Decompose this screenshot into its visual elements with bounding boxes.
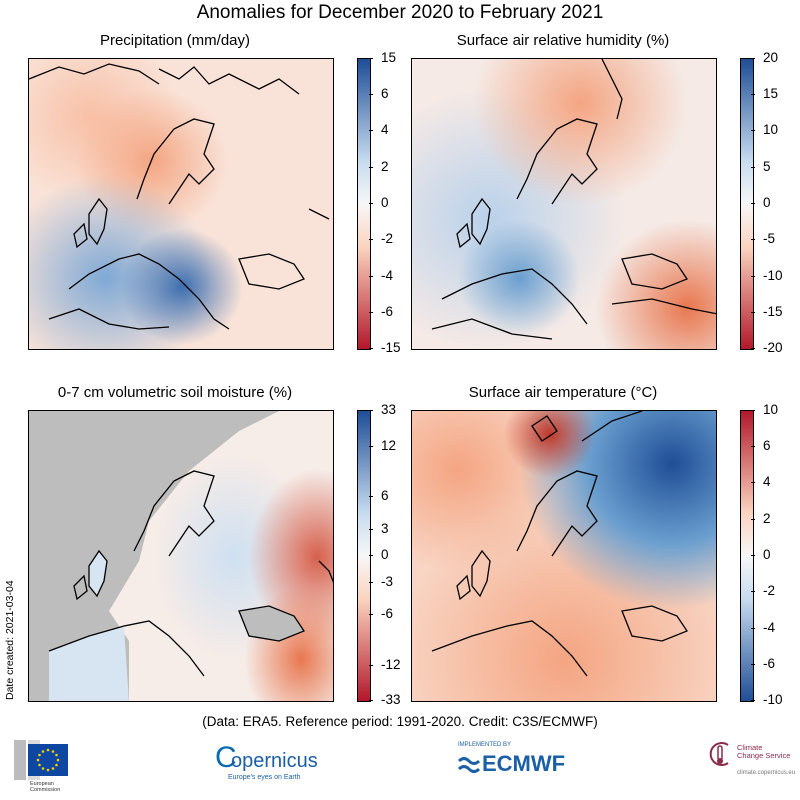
tick-label: 6 <box>751 438 771 453</box>
map-soil-moisture <box>28 410 334 702</box>
c3s-name-line2: Change Service <box>737 751 791 760</box>
map-precipitation <box>28 58 334 350</box>
map-temperature <box>411 410 717 702</box>
copernicus-tagline: Europe's eyes on Earth <box>228 774 301 781</box>
tick-label: -12 <box>369 657 401 672</box>
tick-label: -4 <box>368 268 394 283</box>
figure-title: Anomalies for December 2020 to February … <box>196 2 604 23</box>
ec-name-line1: European <box>30 781 54 787</box>
panel-title-temperature: Surface air temperature (°C) <box>468 384 658 401</box>
tick-label: 10 <box>750 122 779 137</box>
tick-label: 0 <box>369 195 389 210</box>
tick-label: 12 <box>368 438 397 453</box>
tick-label: 2 <box>751 511 771 526</box>
tick-label: 15 <box>750 86 779 101</box>
tick-label: 3 <box>369 521 389 536</box>
tick-label: 0 <box>369 547 389 562</box>
copernicus-logo: C opernicus Europe's eyes on Earth <box>215 742 325 787</box>
tick-label: -6 <box>750 656 776 671</box>
tick-label: 20 <box>750 50 779 65</box>
tick-label: -6 <box>368 304 394 319</box>
tick-label: -4 <box>750 620 776 635</box>
european-commission-logo: European Commission <box>14 740 74 796</box>
copernicus-name: opernicus <box>231 750 318 772</box>
tick-label: -20 <box>751 340 783 355</box>
tick-label: 0 <box>751 195 771 210</box>
tick-label: 10 <box>750 402 779 417</box>
ecmwf-implemented-by: IMPLEMENTED BY <box>458 742 512 748</box>
copernicus-initial: C <box>215 741 237 774</box>
tick-label: -6 <box>368 606 394 621</box>
ecmwf-logo: IMPLEMENTED BY ECMWF <box>456 742 566 787</box>
date-created: Date created: 2021-03-04 <box>4 580 16 700</box>
tick-label: 6 <box>369 488 389 503</box>
tick-label: 5 <box>751 159 771 174</box>
tick-label: 2 <box>369 159 389 174</box>
tick-label: -10 <box>751 268 783 283</box>
colorbar-soil-moisture <box>357 410 371 702</box>
credit-line: (Data: ERA5. Reference period: 1991-2020… <box>202 714 598 729</box>
tick-label: -10 <box>751 692 783 707</box>
c3s-thermometer-icon <box>709 742 729 766</box>
tick-label: 4 <box>369 122 389 137</box>
tick-label: -2 <box>368 231 394 246</box>
panel-title-soil-moisture: 0-7 cm volumetric soil moisture (%) <box>57 384 293 401</box>
map-humidity <box>411 58 717 350</box>
ecmwf-name: ECMWF <box>482 751 566 776</box>
tick-label: 0 <box>751 547 771 562</box>
tick-label: 4 <box>751 474 771 489</box>
tick-label: -15 <box>369 340 401 355</box>
c3s-name-line1: Climate <box>737 743 763 752</box>
c3s-logo: Climate Change Service climate.copernicu… <box>706 740 800 790</box>
tick-label: -33 <box>369 692 401 707</box>
ecmwf-wave-icon <box>458 757 480 773</box>
c3s-url: climate.copernicus.eu <box>737 770 796 776</box>
ec-name-line2: Commission <box>30 787 61 793</box>
tick-label: -3 <box>368 574 394 589</box>
tick-label: -15 <box>751 304 783 319</box>
panel-title-humidity: Surface air relative humidity (%) <box>456 32 670 49</box>
colorbar-precipitation <box>357 58 371 350</box>
colorbar-temperature <box>740 410 754 702</box>
colorbar-humidity <box>740 58 754 350</box>
tick-label: -2 <box>750 583 776 598</box>
tick-label: 33 <box>368 402 397 417</box>
tick-label: -5 <box>750 231 776 246</box>
tick-label: 6 <box>369 86 389 101</box>
ec-emblem-icon <box>14 740 68 780</box>
tick-label: 15 <box>368 50 397 65</box>
panel-title-precipitation: Precipitation (mm/day) <box>99 32 251 49</box>
